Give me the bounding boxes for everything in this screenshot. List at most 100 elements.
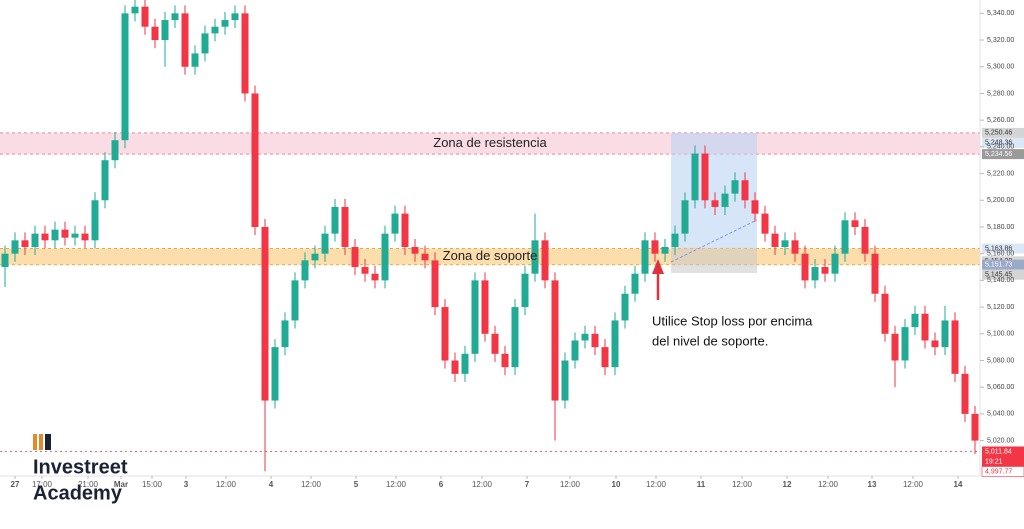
x-tick-label: 6 xyxy=(439,480,444,489)
candle-body xyxy=(591,333,599,348)
candle-body xyxy=(741,180,749,201)
trade-line xyxy=(670,219,758,263)
y-tick-label: 5,100.00 xyxy=(987,331,1014,338)
candle-body xyxy=(231,13,239,21)
y-tick-label: 5,280.00 xyxy=(987,90,1014,97)
candle-body xyxy=(831,253,839,274)
candle-body xyxy=(171,13,179,21)
candle-body xyxy=(1,253,9,268)
candle-body xyxy=(21,240,29,248)
candle-body xyxy=(461,353,469,374)
candle-body xyxy=(971,413,979,441)
price-label: 5,145.45 xyxy=(985,272,1012,279)
candle-body xyxy=(611,320,619,368)
candle-body xyxy=(131,6,139,14)
y-tick-label: 5,320.00 xyxy=(987,37,1014,44)
y-tick-label: 5,020.00 xyxy=(987,437,1014,444)
candle-body xyxy=(651,240,659,254)
x-tick-label: 15:00 xyxy=(142,480,163,489)
candle-body xyxy=(271,347,279,401)
annotation-line: Utilice Stop loss por encima xyxy=(652,313,813,328)
candle-body xyxy=(191,53,199,67)
price-label-bg xyxy=(982,269,1024,280)
candle-body xyxy=(471,280,479,354)
candle-body xyxy=(261,226,269,401)
y-tick-label: 5,260.00 xyxy=(987,117,1014,124)
annotation-line: del nivel de soporte. xyxy=(652,333,768,348)
y-tick-label: 5,120.00 xyxy=(987,304,1014,311)
candle-body xyxy=(531,240,539,274)
countdown-bg xyxy=(982,456,1024,467)
candles xyxy=(1,0,979,472)
y-tick-label: 5,080.00 xyxy=(987,357,1014,364)
x-tick-label: 10 xyxy=(612,480,621,489)
x-tick-label: 4 xyxy=(269,480,274,489)
x-tick-label: 12:00 xyxy=(560,480,581,489)
candle-body xyxy=(211,26,219,34)
price-label-bg xyxy=(982,149,1024,160)
logo-bar xyxy=(33,434,37,450)
candle-body xyxy=(791,240,799,254)
candle-body xyxy=(731,180,739,194)
candle-body xyxy=(521,273,529,308)
logo-text: Investreet xyxy=(33,456,128,478)
price-label: 5,163.86 xyxy=(985,245,1012,252)
x-tick-label: 12:00 xyxy=(903,480,924,489)
candle-body xyxy=(921,313,929,341)
candle-body xyxy=(411,247,419,254)
x-tick-label: 12:00 xyxy=(818,480,839,489)
price-label-bg xyxy=(982,137,1024,148)
y-tick-label: 5,220.00 xyxy=(987,170,1014,177)
x-tick-label: 21:00 xyxy=(78,480,99,489)
candle-body xyxy=(661,247,669,254)
zone-label: Zona de soporte xyxy=(443,248,538,263)
arrow-head xyxy=(652,259,664,274)
candle-body xyxy=(851,220,859,227)
x-tick-label: 14 xyxy=(954,480,963,489)
x-tick-label: Mar xyxy=(114,480,128,489)
y-tick-label: 5,300.00 xyxy=(987,64,1014,71)
price-label: 5,234.56 xyxy=(985,151,1012,158)
candle-body xyxy=(621,293,629,321)
candle-body xyxy=(771,233,779,248)
candle-body xyxy=(71,233,79,238)
candle-body xyxy=(361,267,369,274)
candle-body xyxy=(201,33,209,54)
candle-body xyxy=(481,280,489,334)
y-tick-label: 5,060.00 xyxy=(987,384,1014,391)
candle-body xyxy=(871,253,879,294)
price-label-bg xyxy=(981,466,1024,477)
candle-body xyxy=(751,200,759,214)
x-tick-label: 7 xyxy=(525,480,530,489)
candle-body xyxy=(631,273,639,294)
stop-box xyxy=(671,247,757,273)
candle-body xyxy=(281,320,289,348)
candle-body xyxy=(111,140,119,161)
x-tick-label: 12:00 xyxy=(216,480,237,489)
y-tick-label: 5,040.00 xyxy=(987,411,1014,418)
x-tick-label: 12:00 xyxy=(386,480,407,489)
logo: Investreet Academy xyxy=(33,434,128,504)
zone-label: Zona de resistencia xyxy=(433,135,547,150)
candle-body xyxy=(951,320,959,374)
candle-body xyxy=(781,240,789,248)
price-label: 5,248.36 xyxy=(985,140,1012,147)
candle-body xyxy=(401,213,409,248)
candle-body xyxy=(821,267,829,274)
candle-body xyxy=(91,200,99,241)
candle-body xyxy=(541,240,549,281)
candle-body xyxy=(761,213,769,234)
candle-body xyxy=(721,193,729,207)
candle-body xyxy=(841,220,849,254)
candle-body xyxy=(251,93,259,227)
candle-body xyxy=(61,229,69,238)
x-tick-label: 12:00 xyxy=(472,480,493,489)
candle-body xyxy=(711,200,719,207)
logo-text: Academy xyxy=(33,482,123,504)
candle-body xyxy=(311,253,319,261)
price-label: 5,250.46 xyxy=(985,130,1012,137)
x-tick-label: 12:00 xyxy=(301,480,322,489)
logo-bar xyxy=(39,434,43,450)
